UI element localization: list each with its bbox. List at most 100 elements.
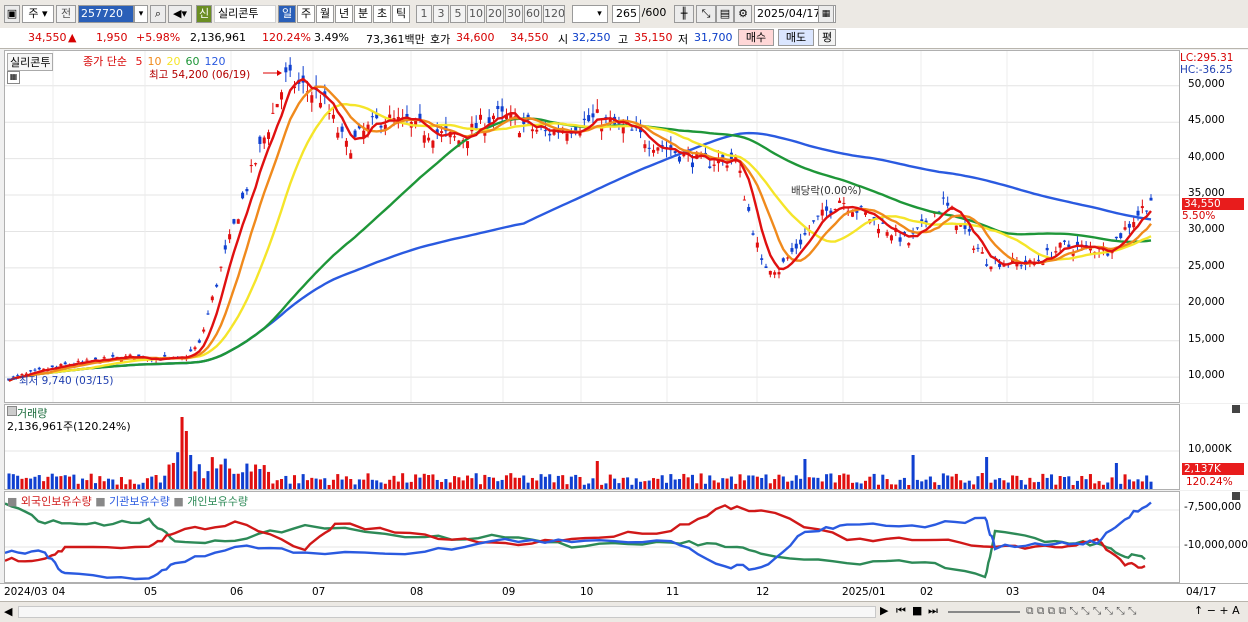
- draw-tool-icon[interactable]: ⤡: [696, 5, 716, 23]
- candle-body: [163, 354, 167, 357]
- candle-body: [422, 135, 426, 143]
- scrollbar[interactable]: [18, 606, 876, 618]
- candle-body: [1058, 242, 1062, 248]
- volume-bar: [310, 477, 314, 489]
- minute-step-button[interactable]: 5: [450, 5, 466, 23]
- minute-step-button[interactable]: 120: [543, 5, 565, 23]
- candle-body: [794, 243, 798, 249]
- volume-bar: [271, 483, 275, 489]
- speaker-icon[interactable]: ◀▾: [168, 5, 192, 23]
- volume-tag: 2,137K: [1182, 463, 1244, 475]
- buy-button[interactable]: 매수: [738, 29, 774, 46]
- period-tab[interactable]: 틱: [392, 5, 410, 23]
- change-arrow: ▲: [68, 31, 77, 44]
- count-input[interactable]: 265: [612, 5, 640, 23]
- volume-bar: [215, 468, 219, 489]
- eval-button[interactable]: 평: [818, 29, 836, 46]
- pane-collapse-icon[interactable]: [7, 406, 17, 416]
- candle-body: [228, 234, 232, 240]
- volume-bar: [595, 461, 599, 489]
- grid-icon[interactable]: ▦: [7, 71, 20, 84]
- zoom-icons[interactable]: ↑ − + A: [1194, 604, 1240, 617]
- volume-bar: [206, 471, 210, 489]
- speed-slider[interactable]: [948, 611, 1020, 613]
- period-tab[interactable]: 분: [354, 5, 372, 23]
- ma-label: 종가 단순: [83, 55, 127, 68]
- candle-body: [435, 129, 439, 135]
- candle-body: [985, 264, 989, 266]
- candle-body: [63, 362, 67, 365]
- candle-body: [318, 102, 322, 108]
- save-icon[interactable]: ▤: [716, 5, 734, 23]
- minute-step-button[interactable]: 3: [433, 5, 449, 23]
- volume-pane[interactable]: 거래량 2,136,961주(120.24%): [4, 404, 1180, 490]
- stock-name[interactable]: 실리콘투: [214, 5, 276, 23]
- max-annotation-arrowhead: [277, 70, 282, 76]
- volume-bar: [1006, 482, 1010, 489]
- rewind-icon[interactable]: ⏮: [896, 604, 906, 617]
- volume-bar: [323, 478, 327, 489]
- minute-step-button[interactable]: 60: [524, 5, 542, 23]
- volume-bar: [176, 452, 180, 489]
- volume-bar: [1071, 484, 1075, 489]
- candle-body: [500, 106, 504, 112]
- volume-bar: [150, 476, 154, 489]
- pane-close-icon[interactable]: [1232, 405, 1240, 413]
- minute-step-button[interactable]: 10: [467, 5, 485, 23]
- search-icon[interactable]: ⌕: [150, 5, 166, 23]
- candle-body: [600, 128, 604, 132]
- volume-bar: [920, 481, 924, 489]
- minute-step-button[interactable]: 30: [505, 5, 523, 23]
- candle-body: [137, 354, 141, 357]
- volume-bar: [444, 479, 448, 489]
- gear-icon[interactable]: ⚙: [734, 5, 752, 23]
- volume-bar: [504, 475, 508, 489]
- code-dropdown-icon[interactable]: ▾: [134, 5, 148, 23]
- volume-bar: [907, 484, 911, 489]
- candle-body: [1106, 253, 1110, 256]
- stop-icon[interactable]: ■: [912, 604, 923, 617]
- minute-step-button[interactable]: 1: [416, 5, 432, 23]
- candle-body: [245, 188, 249, 192]
- calendar-icon[interactable]: ▦: [818, 5, 834, 23]
- ma-5-line: [8, 77, 1152, 382]
- minute-step-button[interactable]: 20: [486, 5, 504, 23]
- change: 1,950: [96, 31, 128, 44]
- period-tab[interactable]: 일: [278, 5, 296, 23]
- period-tab[interactable]: 월: [316, 5, 334, 23]
- price-pane[interactable]: 실리콘투 종가 단순 5 10 20 60 120 최고 54,200 (06/19) …: [4, 50, 1180, 403]
- period-tab[interactable]: 주: [297, 5, 315, 23]
- candle-body: [972, 248, 976, 250]
- candle-body: [59, 364, 63, 366]
- tool-icons[interactable]: ⧉ ⧉ ⧉ ⧉ ⤡ ⤡ ⤡ ⤡ ⤡ ⤡: [1026, 605, 1137, 617]
- volume-bar: [457, 477, 461, 489]
- open-label: 시: [558, 33, 569, 46]
- candle-body: [773, 272, 777, 275]
- prev-button[interactable]: 전: [56, 5, 76, 23]
- ma-period-label: 5: [135, 55, 143, 68]
- holding-pane[interactable]: ■ 외국인보유수량 ■ 기관보유수량 ■ 개인보유수량: [4, 491, 1180, 583]
- candle-body: [574, 127, 578, 133]
- forward-icon[interactable]: ⏭: [928, 604, 938, 617]
- candle-body: [491, 115, 495, 120]
- date-input[interactable]: 2025/04/17: [754, 5, 836, 23]
- scroll-right-icon[interactable]: ▶: [880, 604, 889, 617]
- volume-bar: [137, 484, 141, 489]
- layout-icon[interactable]: ▣: [4, 5, 20, 23]
- volume-bar: [37, 475, 41, 489]
- code-input[interactable]: 257720: [78, 5, 134, 23]
- sell-button[interactable]: 매도: [778, 29, 814, 46]
- candle-type-icon[interactable]: ╫: [674, 5, 694, 23]
- x-axis-label: 12: [756, 586, 770, 598]
- candle-body: [16, 375, 20, 377]
- volume-bar: [353, 484, 357, 489]
- period-tab[interactable]: 년: [335, 5, 353, 23]
- period-tab[interactable]: 초: [373, 5, 391, 23]
- minute-dropdown-icon[interactable]: ▾: [592, 5, 608, 23]
- candle-body: [20, 374, 24, 376]
- price-tick: 20,000: [1188, 296, 1225, 309]
- pane-close-icon[interactable]: [1232, 492, 1240, 500]
- scroll-left-icon[interactable]: ◀: [4, 605, 13, 618]
- lc-value: LC:295.31: [1180, 52, 1234, 64]
- market-select[interactable]: 주 ▾: [22, 5, 54, 23]
